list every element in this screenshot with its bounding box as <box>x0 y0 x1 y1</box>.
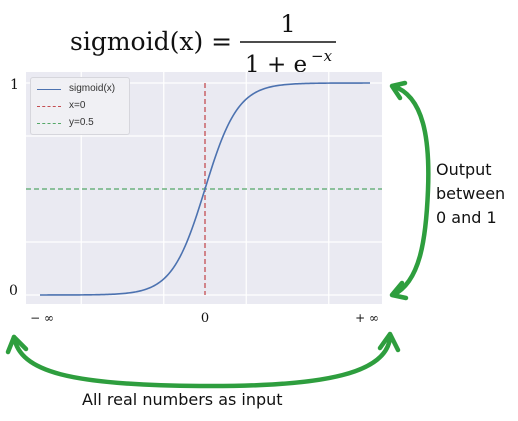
x-tick-label-zero: 0 <box>201 311 209 326</box>
legend-label-sigmoid: sigmoid(x) <box>69 83 116 94</box>
formula-lhs: sigmoid(x) = <box>70 27 232 56</box>
x-tick-label-neg-inf: − ∞ <box>30 311 54 325</box>
input-annotation: All real numbers as input <box>82 390 283 409</box>
x-tick-label-pos-inf: + ∞ <box>355 311 379 325</box>
output-text-line-2: between <box>436 184 506 203</box>
output-text-line-1: Output <box>436 160 492 179</box>
legend-swatch-sigmoid <box>37 89 61 90</box>
output-range-arrow <box>389 80 431 301</box>
y-tick-label-0: 0 <box>9 283 18 299</box>
formula-denominator-exponent: −x <box>311 47 333 65</box>
y-tick-label-1: 1 <box>10 77 19 93</box>
legend-label-y05: y=0.5 <box>69 117 94 128</box>
output-text-line-3: 0 and 1 <box>436 208 497 227</box>
input-range-arrow <box>5 331 401 389</box>
sigmoid-curve <box>40 82 370 296</box>
output-annotation: Output between 0 and 1 <box>436 158 518 230</box>
legend-swatch-x0 <box>37 106 61 107</box>
formula-numerator: 1 <box>280 10 295 38</box>
legend-label-x0: x=0 <box>69 100 86 111</box>
legend-swatch-y05 <box>37 123 61 124</box>
chart-legend: sigmoid(x) x=0 y=0.5 <box>30 77 130 135</box>
